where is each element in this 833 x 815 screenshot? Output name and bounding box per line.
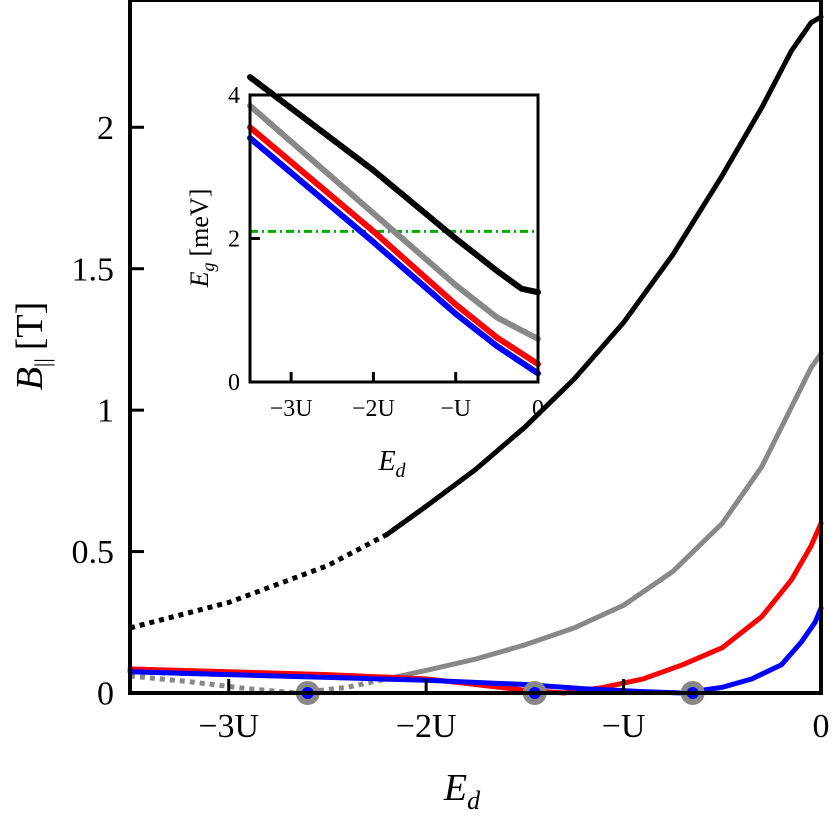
inset-ylabel-sub: g <box>198 262 218 271</box>
svg-text:Eg[meV]: Eg [meV] <box>185 189 218 289</box>
inset-ylabel-unit: [meV] <box>185 189 214 257</box>
main-plot: −3U −2U −U 0 0 0.5 1 1.5 2 Ed B|| [T] <box>9 0 830 815</box>
main-x-tick-label: −2U <box>396 708 457 745</box>
inset-series-red <box>247 124 541 368</box>
main-series-gray <box>384 351 824 682</box>
inset-ticks-group: −3U −2U −U 0 0 2 4 <box>228 83 544 422</box>
main-ylabel-sub: || <box>30 358 55 367</box>
inset-xlabel-sub: d <box>396 460 407 482</box>
main-series-black-dotted <box>129 504 428 631</box>
inset-series-group <box>247 74 541 377</box>
main-y-axis-label: B|| [T] <box>9 302 55 391</box>
main-ylabel-text: B <box>9 367 51 390</box>
inset-x-tick-label: −3U <box>270 396 313 422</box>
svg-text:Ed: Ed <box>377 446 406 482</box>
inset-x-axis-label: Ed <box>377 446 406 482</box>
main-y-tick-label: 1.5 <box>72 251 115 288</box>
main-ticks-group: −3U −2U −U 0 0 0.5 1 1.5 2 <box>72 110 830 745</box>
inset-x-tick-label: −2U <box>352 396 395 422</box>
main-plot-frame <box>128 0 823 695</box>
inset-series-blue <box>247 135 541 377</box>
main-x-tick-label: 0 <box>813 708 830 745</box>
main-series-gray-dotted <box>129 673 388 696</box>
inset-y-tick-label: 4 <box>228 83 240 109</box>
main-y-tick-label: 1 <box>97 393 114 430</box>
main-x-tick-label: −U <box>602 708 646 745</box>
inset-x-tick-label: 0 <box>532 396 544 422</box>
main-y-tick-label: 2 <box>97 110 114 147</box>
inset-ylabel-text: E <box>185 271 214 288</box>
inset-xlabel-text: E <box>377 446 395 477</box>
main-x-tick-label: −3U <box>198 708 259 745</box>
inset-series-gray <box>247 102 541 342</box>
inset-x-tick-label: −U <box>440 396 471 422</box>
inset-y-tick-label: 0 <box>228 370 240 396</box>
svg-text:Ed: Ed <box>443 767 481 815</box>
main-y-tick-label: 0 <box>97 676 114 713</box>
main-series-red <box>127 520 824 696</box>
svg-text:B||[T]: B|| [T] <box>9 302 55 391</box>
main-series-black <box>384 14 824 538</box>
inset-y-axis-label: Eg [meV] <box>185 189 218 289</box>
main-x-axis-label: Ed <box>443 767 481 815</box>
main-xlabel-sub: d <box>467 786 481 815</box>
main-ylabel-unit: [T] <box>9 302 51 351</box>
inset-plot: −3U −2U −U 0 0 2 4 Ed Eg [meV] <box>185 74 544 482</box>
main-xlabel-text: E <box>443 767 467 809</box>
inset-series-black <box>247 74 541 296</box>
main-series-group <box>127 14 824 696</box>
inset-y-tick-label: 2 <box>228 227 240 253</box>
main-y-tick-label: 0.5 <box>72 534 115 571</box>
